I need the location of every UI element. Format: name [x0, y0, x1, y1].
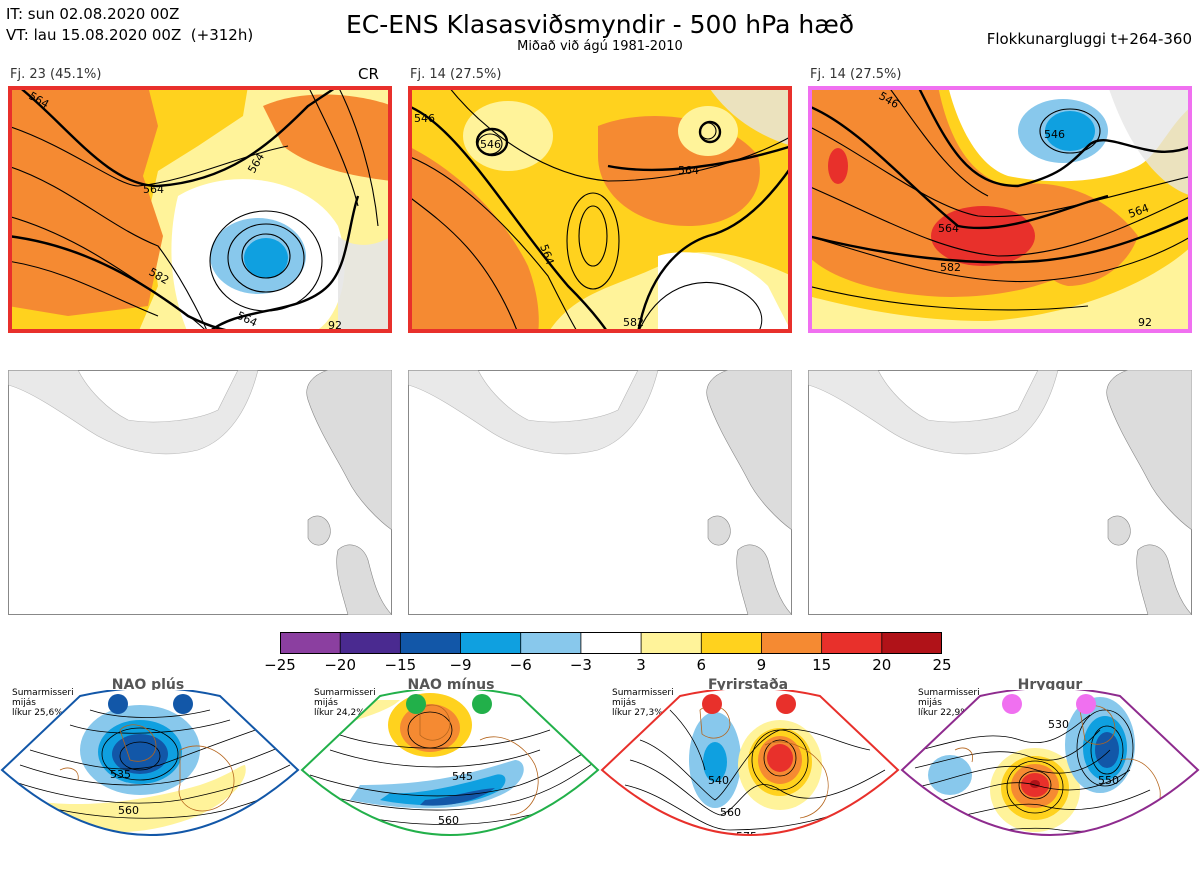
colorbar-tick-label: −25: [264, 656, 296, 674]
colorbar-cell: [700, 632, 763, 654]
regime-4-note: Sumarmisseri mijás líkur 22,9%: [918, 688, 980, 718]
colorbar-cell: [580, 632, 642, 654]
classification-window: Flokkunargluggi t+264-360: [986, 30, 1192, 48]
contour-label: 582: [623, 316, 644, 329]
colorbar-cell: [640, 632, 703, 654]
contour-label: 560: [720, 806, 741, 819]
regime-2-title: NAO mínus: [407, 677, 495, 693]
colorbar-cell: [339, 632, 402, 654]
colorbar-cell: [821, 632, 883, 654]
regime-1-dot-right: [173, 694, 193, 714]
contour-label: 546: [414, 112, 435, 125]
colorbar-cell: [881, 632, 942, 654]
colorbar: [280, 632, 942, 654]
cluster-map-1: 564 564 564 582 564 92: [8, 86, 392, 333]
colorbar-cell: [460, 632, 522, 654]
regime-3-note: Sumarmisseri mijás líkur 27,3%: [612, 688, 674, 718]
contour-label: 550: [1098, 774, 1119, 787]
cluster-map-2: 546 564 564 546 582: [408, 86, 792, 333]
regime-map-nao-plus: 535 560: [0, 690, 300, 836]
regime-4-dot-left: [1002, 694, 1022, 714]
empty-map-3: [808, 370, 1192, 615]
contour-label: 582: [940, 261, 961, 274]
colorbar-tick-label: 3: [636, 656, 646, 674]
colorbar-tick-label: −20: [324, 656, 356, 674]
colorbar-tick-label: −15: [384, 656, 417, 674]
panel-2-label: Fj. 14 (27.5%): [410, 67, 502, 82]
panel-1-tag: CR: [358, 65, 379, 83]
regime-3-dot-left: [702, 694, 722, 714]
regime-1-dot-left: [108, 694, 128, 714]
regime-1-note: Sumarmisseri mijás líkur 25,6%: [12, 688, 74, 718]
regime-2-dot-left: [406, 694, 426, 714]
contour-label: 564: [938, 222, 959, 235]
colorbar-tick-label: 9: [756, 656, 767, 674]
colorbar-tick-label: 6: [696, 656, 707, 674]
regime-4-title: Hryggur: [1017, 677, 1083, 693]
contour-label: 575: [446, 848, 467, 861]
colorbar-tick-label: 15: [812, 656, 832, 674]
colorbar-cell: [761, 632, 823, 654]
contour-label: 92: [328, 319, 342, 332]
colorbar-tick-label: 25: [932, 656, 952, 674]
contour-label: 564: [678, 164, 699, 177]
regime-3-dot-right: [776, 694, 796, 714]
contour-label: 560: [438, 814, 459, 827]
contour-label: 575: [1092, 836, 1113, 849]
colorbar-tick-label: −6: [509, 656, 532, 674]
empty-map-2: [408, 370, 792, 615]
regime-1-title: NAO plús: [111, 677, 185, 693]
regime-3-title: Fyrirstaða: [707, 677, 789, 693]
regime-map-nao-minus: 545 560 575: [300, 690, 600, 861]
contour-label: 560: [118, 804, 139, 817]
contour-label: 535: [110, 768, 131, 781]
contour-label: 546: [1044, 128, 1065, 141]
contour-label: 530: [1048, 718, 1069, 731]
contour-label: 546: [480, 138, 501, 151]
contour-label: 575: [736, 830, 757, 843]
contour-label: 564: [143, 183, 164, 196]
regime-4-dot-right: [1076, 694, 1096, 714]
colorbar-cell: [280, 632, 342, 654]
regime-map-blocking: 540 560 575: [600, 690, 900, 843]
contour-label: 540: [708, 774, 729, 787]
header-init-time: IT: sun 02.08.2020 00Z: [6, 5, 180, 23]
regime-map-ridge: 530 550 575: [900, 690, 1200, 849]
colorbar-tick-label: 20: [872, 656, 892, 674]
cluster-map-3: 546 546 564 564 582 92: [808, 86, 1192, 333]
header-valid-time: VT: lau 15.08.2020 00Z (+312h): [6, 26, 254, 44]
regime-2-dot-right: [472, 694, 492, 714]
page-subtitle: Miðað við ágú 1981-2010: [517, 39, 683, 54]
colorbar-cell: [399, 632, 462, 654]
colorbar-tick-label: −3: [569, 656, 592, 674]
regime-2-note: Sumarmisseri mijás líkur 24,2%: [314, 688, 376, 718]
panel-1-label: Fj. 23 (45.1%): [10, 67, 102, 82]
contour-label: 92: [1138, 316, 1152, 329]
colorbar-tick-label: −9: [449, 656, 472, 674]
empty-map-1: [8, 370, 392, 615]
contour-label: 545: [452, 770, 473, 783]
panel-3-label: Fj. 14 (27.5%): [810, 67, 902, 82]
page-title: EC-ENS Klasasviðsmyndir - 500 hPa hæð: [345, 10, 855, 39]
colorbar-cell: [520, 632, 582, 654]
